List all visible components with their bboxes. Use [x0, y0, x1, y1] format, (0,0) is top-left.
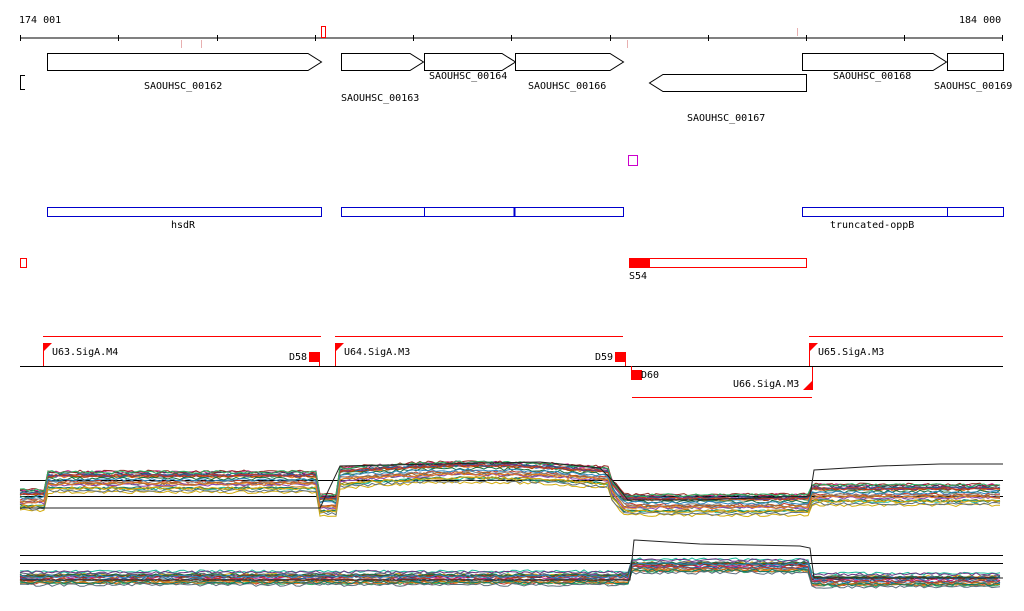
domain-block-middle[interactable] [341, 207, 624, 217]
coordinate-ruler: 174 001 184 000 [19, 15, 1003, 48]
feature-marker-magenta[interactable] [628, 155, 638, 166]
promoter-label: U65.SigA.M3 [818, 347, 884, 358]
gene-label: SAOUHSC_00166 [528, 81, 606, 92]
gene-label: SAOUHSC_00163 [341, 93, 419, 104]
gene-saouhsc-00167[interactable]: SAOUHSC_00167 [648, 74, 807, 125]
promoter-label: U63.SigA.M4 [52, 347, 118, 358]
terminator-d60[interactable]: D60 [631, 366, 660, 381]
expression-trace-outlier [20, 461, 1003, 509]
expression-profile-panel-bottom [19, 539, 1003, 589]
terminator-label: D60 [641, 370, 659, 381]
expression-trace [19, 570, 1001, 589]
gene-label: SAOUHSC_00164 [429, 71, 507, 82]
gene-label: SAOUHSC_00162 [144, 81, 222, 92]
domain-hsdr[interactable]: hsdR [47, 207, 322, 232]
gene-label: SAOUHSC_00167 [687, 113, 765, 124]
ruler-ticks [20, 35, 1003, 41]
gene-label: SAOUHSC_00168 [833, 71, 911, 82]
domain-track: hsdR truncated-oppB [47, 207, 1004, 232]
gene-saouhsc-00164[interactable]: SAOUHSC_00164 [424, 53, 517, 83]
expression-trace [19, 472, 1000, 510]
expression-trace [19, 568, 1001, 587]
expression-profile-panel-top [19, 460, 1003, 518]
gene-saouhsc-00166[interactable]: SAOUHSC_00166 [515, 53, 625, 93]
srna-label: S54 [629, 271, 647, 282]
terminator-d58[interactable]: D58 [289, 352, 320, 366]
gene-saouhsc-00163[interactable]: SAOUHSC_00163 [341, 53, 425, 105]
expression-trace [19, 478, 1001, 516]
domain-label: hsdR [171, 220, 196, 231]
expression-trace [19, 476, 1001, 514]
promoter-label: U66.SigA.M3 [733, 379, 799, 390]
gene-fragment-left[interactable] [20, 75, 26, 90]
expression-trace [19, 558, 1001, 577]
terminator-label: D58 [289, 352, 307, 363]
domain-label: truncated-oppB [830, 220, 914, 231]
ruler-end-label: 184 000 [959, 15, 1001, 26]
terminator-d59[interactable]: D59 [595, 352, 626, 366]
promoter-u63[interactable]: U63.SigA.M4 [43, 343, 118, 366]
gene-saouhsc-00168[interactable]: SAOUHSC_00168 [802, 53, 948, 83]
gene-label: SAOUHSC_00169 [934, 81, 1012, 92]
promoter-u64[interactable]: U64.SigA.M3 [335, 343, 410, 366]
ruler-highlight-marker [321, 26, 326, 38]
srna-track: S54 [20, 258, 807, 282]
expression-trace-outlier [20, 539, 1003, 581]
promoter-label: U64.SigA.M3 [344, 347, 410, 358]
expression-trace [19, 480, 1000, 518]
expression-trace [19, 463, 1001, 501]
promoter-u65[interactable]: U65.SigA.M3 [809, 343, 884, 366]
transcription-unit-track: U63.SigA.M4 U64.SigA.M3 U65.SigA.M3 U66.… [20, 336, 1003, 398]
promoter-u66[interactable]: U66.SigA.M3 [733, 367, 813, 390]
gene-saouhsc-00169[interactable]: SAOUHSC_00169 [934, 53, 1012, 93]
domain-truncated-oppb[interactable]: truncated-oppB [802, 207, 1004, 232]
srna-fragment-left[interactable] [20, 258, 27, 268]
gene-saouhsc-00162[interactable]: SAOUHSC_00162 [47, 53, 323, 93]
ruler-marks [181, 28, 798, 48]
srna-s54[interactable]: S54 [629, 258, 807, 282]
expression-trace [19, 470, 1001, 508]
gene-track: SAOUHSC_00162 SAOUHSC_00163 SAOUHSC_0016… [20, 53, 1012, 125]
expression-trace [19, 467, 1001, 505]
terminator-label: D59 [595, 352, 613, 363]
ruler-start-label: 174 001 [19, 15, 61, 26]
